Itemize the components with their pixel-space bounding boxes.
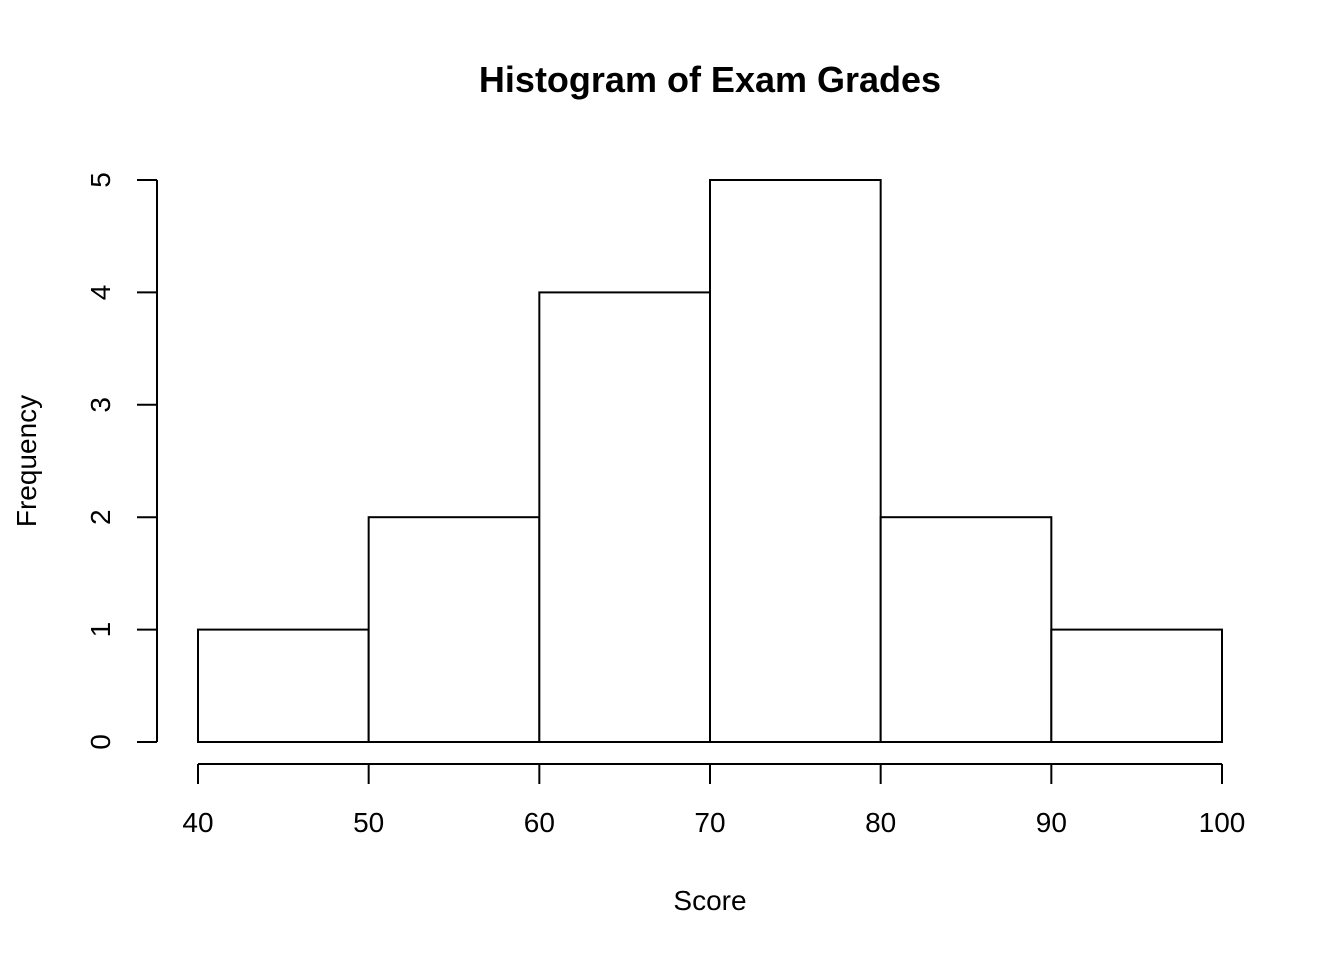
histogram-bar (538, 291, 711, 743)
y-tick-label: 2 (85, 509, 116, 525)
y-tick-label: 5 (85, 172, 116, 188)
bars-group (197, 179, 1224, 744)
histogram-bar (879, 516, 1053, 744)
y-tick-label: 1 (85, 622, 116, 638)
histogram-bar (367, 516, 541, 744)
x-tick-label: 100 (1199, 807, 1246, 838)
y-axis: 0 1 2 3 4 5 (85, 172, 158, 750)
histogram-bar (709, 179, 882, 743)
y-axis-label: Frequency (11, 395, 42, 527)
y-tick-label: 4 (85, 285, 116, 301)
x-tick-label: 90 (1036, 807, 1067, 838)
y-tick-label: 3 (85, 397, 116, 413)
chart-title: Histogram of Exam Grades (479, 59, 941, 100)
y-tick-label: 0 (85, 734, 116, 750)
x-tick-label: 60 (524, 807, 555, 838)
x-axis: 40 50 60 70 80 90 100 (182, 763, 1246, 838)
x-tick-label: 40 (182, 807, 213, 838)
x-axis-label: Score (673, 885, 746, 916)
x-tick-label: 50 (353, 807, 384, 838)
x-tick-label: 80 (865, 807, 896, 838)
histogram-bar (197, 628, 370, 743)
x-tick-label: 70 (694, 807, 725, 838)
histogram-bar (1050, 628, 1224, 743)
